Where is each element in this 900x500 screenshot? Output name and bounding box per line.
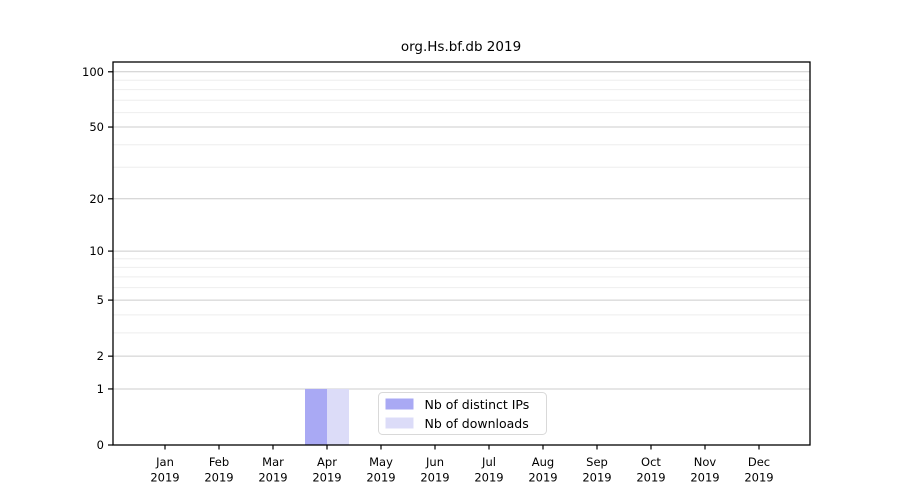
- bar-nb-of-downloads: [327, 388, 349, 445]
- legend-label: Nb of downloads: [425, 416, 529, 431]
- legend: Nb of distinct IPs Nb of downloads: [378, 392, 547, 435]
- x-tick-label-month: Aug: [532, 455, 554, 469]
- y-tick-label: 100: [82, 65, 104, 79]
- bar-nb-of-distinct-ips: [305, 388, 327, 445]
- x-tick-label-month: Apr: [317, 455, 337, 469]
- x-tick-label-year: 2019: [744, 471, 773, 485]
- y-tick-label: 10: [89, 244, 104, 258]
- x-tick-label-year: 2019: [528, 471, 557, 485]
- x-tick-label-month: Mar: [262, 455, 284, 469]
- legend-label: Nb of distinct IPs: [425, 397, 530, 412]
- x-tick-label-year: 2019: [204, 471, 233, 485]
- x-tick-label-year: 2019: [258, 471, 287, 485]
- y-tick-label: 50: [89, 120, 104, 134]
- y-tick-label: 2: [97, 349, 104, 363]
- x-tick-label-month: Oct: [641, 455, 661, 469]
- y-axis: 0 1 2 5 10 20 50 100: [82, 65, 113, 452]
- x-tick-label-month: Jan: [155, 455, 174, 469]
- chart-title: org.Hs.bf.db 2019: [401, 39, 521, 55]
- x-tick-label-year: 2019: [366, 471, 395, 485]
- minor-gridlines: [113, 79, 810, 334]
- x-tick-label-year: 2019: [150, 471, 179, 485]
- y-tick-label: 1: [97, 382, 104, 396]
- legend-box: [378, 392, 547, 435]
- bars: [305, 388, 349, 445]
- y-tick-label: 0: [97, 438, 104, 452]
- x-tick-label-month: Jun: [425, 455, 444, 469]
- x-tick-label-month: Jul: [481, 455, 496, 469]
- x-axis: Jan 2019 Feb 2019 Mar 2019 Apr 2019 May 2019 Jun 20…: [150, 445, 774, 485]
- x-tick-label-month: Feb: [209, 455, 229, 469]
- plot-frame: [112, 61, 811, 446]
- x-tick-label-month: Nov: [694, 455, 717, 469]
- x-tick-label-year: 2019: [420, 471, 449, 485]
- y-tick-label: 20: [89, 192, 104, 206]
- x-tick-label-year: 2019: [636, 471, 665, 485]
- legend-swatch: [385, 417, 414, 429]
- x-tick-label-month: Dec: [748, 455, 770, 469]
- y-tick-label: 5: [97, 293, 104, 307]
- legend-swatch: [385, 398, 414, 410]
- x-tick-label-year: 2019: [312, 471, 341, 485]
- x-tick-label-month: May: [369, 455, 393, 469]
- major-gridlines: [113, 71, 810, 390]
- x-tick-label-year: 2019: [582, 471, 611, 485]
- x-tick-label-month: Sep: [586, 455, 608, 469]
- x-tick-label-year: 2019: [474, 471, 503, 485]
- x-tick-label-year: 2019: [690, 471, 719, 485]
